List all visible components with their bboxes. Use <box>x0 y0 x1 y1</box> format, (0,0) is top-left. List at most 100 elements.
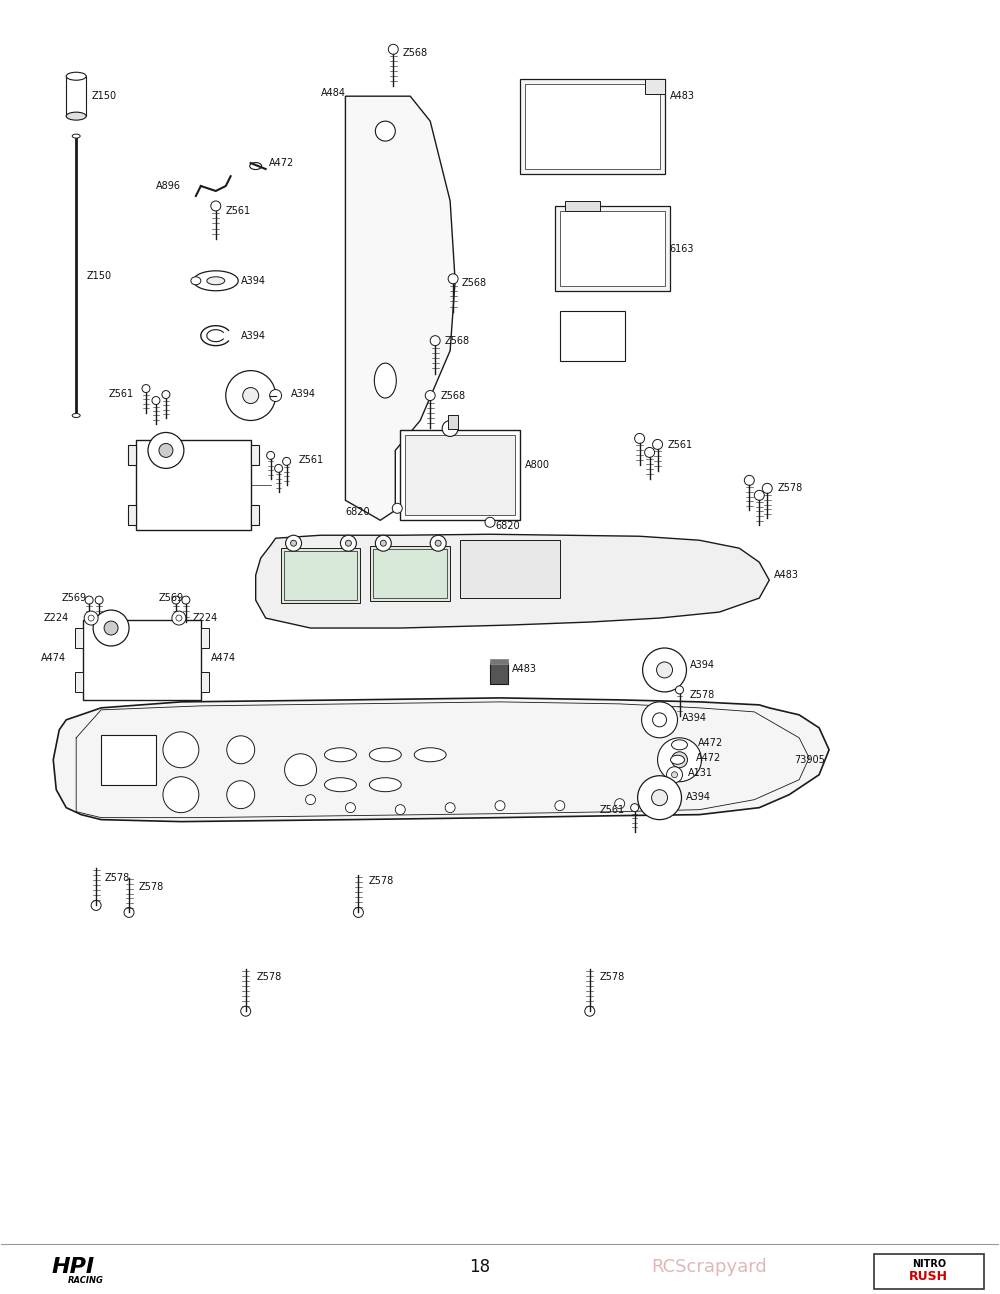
Text: Z578: Z578 <box>368 876 394 886</box>
Text: Z578: Z578 <box>777 484 802 493</box>
Circle shape <box>172 611 186 625</box>
Circle shape <box>425 391 435 401</box>
Text: Z568: Z568 <box>444 335 469 345</box>
Text: A896: A896 <box>156 181 181 192</box>
Circle shape <box>84 611 98 625</box>
Ellipse shape <box>324 778 356 792</box>
Text: Z569: Z569 <box>159 593 184 603</box>
Circle shape <box>631 804 639 811</box>
Ellipse shape <box>324 748 356 762</box>
Ellipse shape <box>191 277 201 285</box>
FancyBboxPatch shape <box>555 206 670 291</box>
Bar <box>201 628 209 648</box>
Text: A472: A472 <box>697 738 723 748</box>
Circle shape <box>657 663 673 678</box>
Bar <box>136 440 251 531</box>
Ellipse shape <box>374 364 396 399</box>
Bar <box>75 672 83 692</box>
Circle shape <box>375 122 395 141</box>
Circle shape <box>642 701 678 738</box>
Circle shape <box>430 335 440 345</box>
Circle shape <box>243 388 259 404</box>
Text: A800: A800 <box>525 461 550 471</box>
Circle shape <box>142 384 150 392</box>
FancyBboxPatch shape <box>520 79 665 173</box>
Text: RACING: RACING <box>68 1276 104 1285</box>
Text: A484: A484 <box>320 88 346 98</box>
Circle shape <box>172 597 180 604</box>
Text: Z561: Z561 <box>109 388 134 399</box>
Polygon shape <box>53 697 829 822</box>
Bar <box>490 663 508 685</box>
Ellipse shape <box>414 748 446 762</box>
Circle shape <box>227 780 255 809</box>
Ellipse shape <box>671 756 684 765</box>
Circle shape <box>104 621 118 635</box>
Circle shape <box>643 648 686 692</box>
Circle shape <box>380 540 386 546</box>
Circle shape <box>227 736 255 763</box>
Text: Z568: Z568 <box>440 391 465 401</box>
Ellipse shape <box>72 414 80 418</box>
Text: RCScrapyard: RCScrapyard <box>652 1258 767 1276</box>
Bar <box>128 505 136 525</box>
Circle shape <box>388 44 398 54</box>
Circle shape <box>267 452 275 459</box>
Circle shape <box>163 732 199 767</box>
Circle shape <box>615 798 625 809</box>
Circle shape <box>448 274 458 283</box>
Circle shape <box>275 465 283 472</box>
Circle shape <box>555 801 565 810</box>
Circle shape <box>159 444 173 457</box>
Ellipse shape <box>207 277 225 285</box>
Circle shape <box>353 907 363 917</box>
Circle shape <box>162 391 170 399</box>
Text: A474: A474 <box>41 653 66 663</box>
Circle shape <box>176 615 182 621</box>
Circle shape <box>241 1007 251 1016</box>
Bar <box>373 549 447 598</box>
Text: Z578: Z578 <box>689 690 715 700</box>
Text: A472: A472 <box>695 753 721 762</box>
Text: A131: A131 <box>687 767 712 778</box>
Circle shape <box>652 789 668 806</box>
Bar <box>101 735 156 784</box>
Bar <box>405 436 515 515</box>
Circle shape <box>495 801 505 810</box>
Text: 6820: 6820 <box>345 507 370 518</box>
Text: Z561: Z561 <box>600 805 625 815</box>
Bar <box>83 620 201 700</box>
Circle shape <box>435 540 441 546</box>
Text: Z569: Z569 <box>61 593 86 603</box>
Bar <box>66 76 86 116</box>
Text: 73905: 73905 <box>794 754 825 765</box>
Ellipse shape <box>672 740 687 749</box>
Ellipse shape <box>193 270 238 291</box>
Circle shape <box>93 609 129 646</box>
Circle shape <box>306 795 316 805</box>
Circle shape <box>286 536 302 551</box>
Text: Z224: Z224 <box>43 613 69 624</box>
Text: Z578: Z578 <box>600 972 625 982</box>
Circle shape <box>211 201 221 211</box>
Text: A483: A483 <box>774 571 799 580</box>
Bar <box>460 540 560 598</box>
Circle shape <box>445 802 455 813</box>
Ellipse shape <box>72 135 80 138</box>
Circle shape <box>638 775 681 819</box>
Text: A394: A394 <box>241 331 266 340</box>
Circle shape <box>163 776 199 813</box>
Circle shape <box>653 713 667 727</box>
Circle shape <box>754 490 764 501</box>
Text: A394: A394 <box>685 792 710 802</box>
Text: 18: 18 <box>469 1258 491 1276</box>
Text: Z578: Z578 <box>139 883 164 893</box>
Ellipse shape <box>66 113 86 120</box>
Circle shape <box>762 484 772 493</box>
Text: Z561: Z561 <box>299 455 324 466</box>
Circle shape <box>442 421 458 436</box>
Circle shape <box>635 433 645 444</box>
Circle shape <box>430 536 446 551</box>
Circle shape <box>485 518 495 527</box>
Circle shape <box>653 440 663 449</box>
